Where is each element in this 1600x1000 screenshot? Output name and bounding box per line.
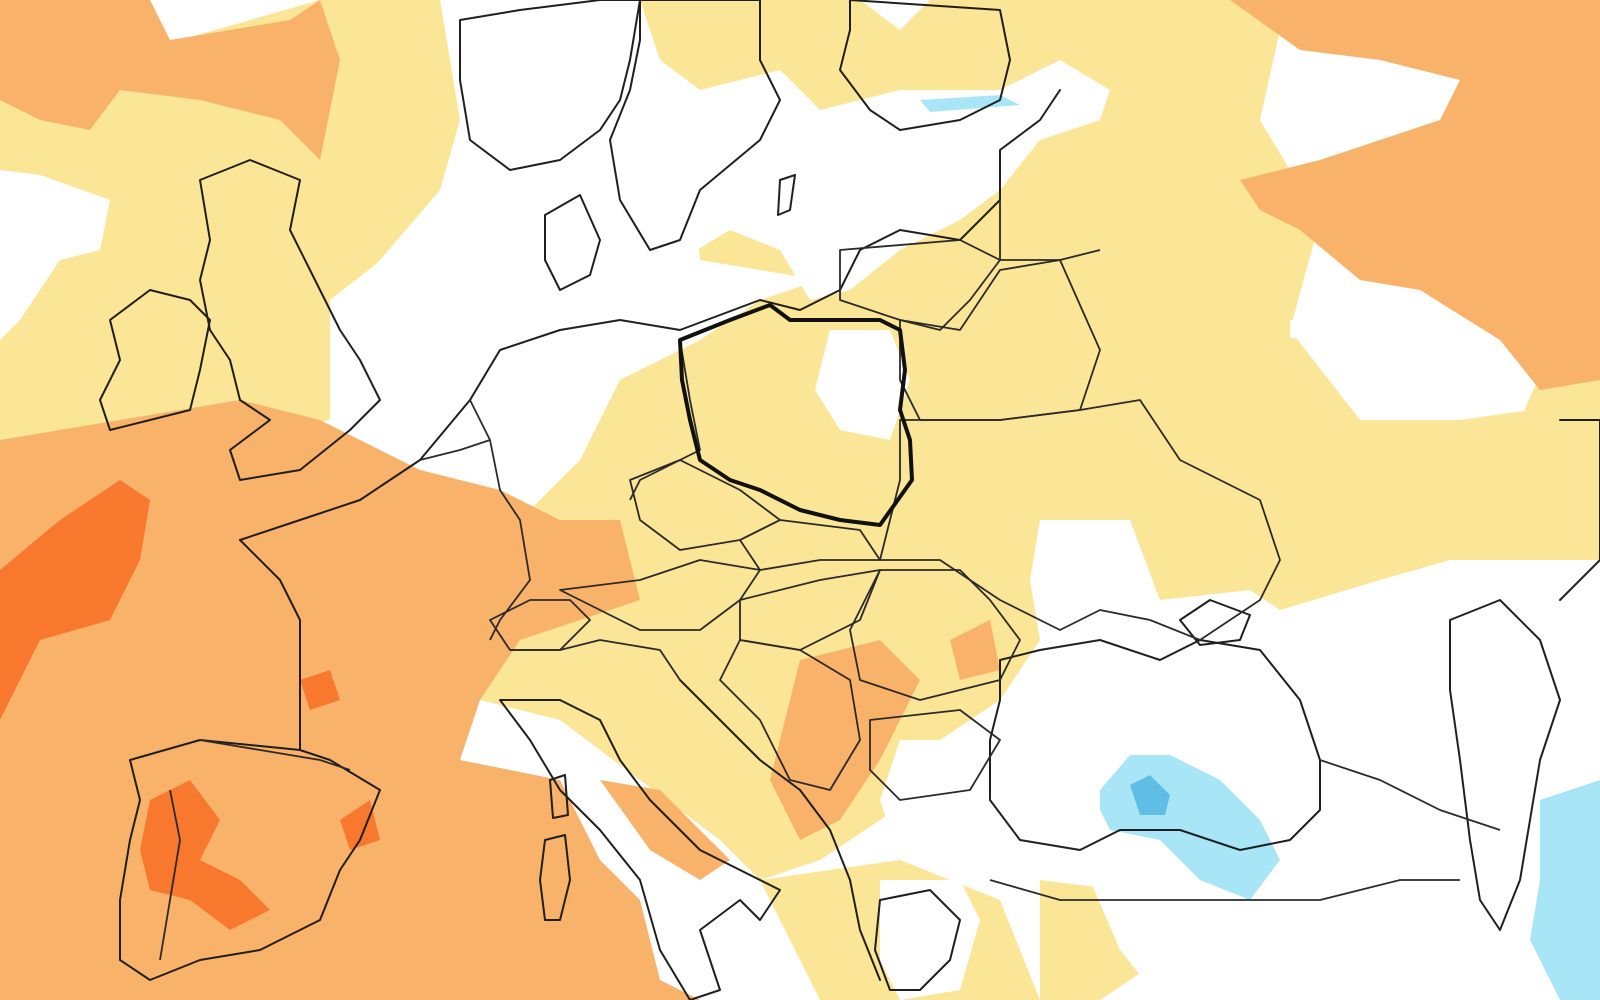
zone-neutral-poland <box>815 330 910 440</box>
zone-cool-black-sea <box>1130 775 1170 815</box>
coast-italy <box>499 699 781 1000</box>
border-russia-west <box>999 200 1101 261</box>
coast-caspian-east <box>1559 419 1600 601</box>
border-germany-east <box>629 339 701 501</box>
zone-strong-warm-france <box>300 670 340 710</box>
border-turkey <box>989 879 1460 901</box>
zone-light-warm-west <box>0 0 470 480</box>
border-ukraine <box>879 399 1281 641</box>
zone-neutral-russia-spot <box>1290 320 1320 338</box>
zone-light-cool-finland <box>920 95 1020 112</box>
border-yugoslavia <box>719 639 861 791</box>
border-caucasus <box>1319 759 1501 831</box>
zone-strong-warm-iberia <box>140 780 270 930</box>
zone-warm-northwest <box>0 0 340 160</box>
border-romania <box>849 569 1021 701</box>
coast-iberia <box>119 739 381 981</box>
coast-black-sea <box>989 639 1321 851</box>
coast-sardinia <box>539 834 571 921</box>
coast-corsica <box>549 774 569 819</box>
coast-adriatic <box>679 679 881 981</box>
coast-greece <box>874 889 961 991</box>
border-spain-france <box>199 739 351 771</box>
zone-strong-warm-atlantic <box>0 480 150 720</box>
border-baltics <box>839 239 1001 331</box>
zone-warm-northeast <box>1230 0 1600 390</box>
country-borders <box>159 200 1501 961</box>
strong-warm-zones <box>0 480 380 930</box>
coast-france-west <box>239 539 301 751</box>
border-bulgaria <box>869 709 1001 801</box>
coast-great-britain <box>199 159 381 481</box>
border-benelux <box>419 439 491 461</box>
coast-norway <box>459 0 641 171</box>
coast-gotland <box>777 174 796 216</box>
zone-neutral-scandinavia <box>330 0 1110 430</box>
border-belarus <box>899 259 1101 421</box>
coast-crimea <box>1179 599 1251 646</box>
zone-light-cool-caspian <box>1530 780 1600 1000</box>
zone-neutral-west-atlantic <box>0 170 110 340</box>
zone-warm-italy <box>600 780 730 880</box>
coast-caspian <box>1449 599 1561 931</box>
cool-zones <box>920 95 1600 1000</box>
coast-finland <box>839 0 1011 131</box>
zone-warm-romania <box>950 620 1000 680</box>
zone-neutral-aegean <box>880 880 980 1000</box>
highlight-border-poland <box>678 303 914 527</box>
coast-sweden <box>609 0 781 251</box>
coast-denmark <box>544 194 601 291</box>
coast-ireland <box>99 289 211 431</box>
zone-light-warm-far-east <box>1460 400 1600 560</box>
border-spain-portugal <box>159 789 181 961</box>
border-italy-north <box>510 639 681 681</box>
zone-warm-hungary <box>770 640 920 840</box>
